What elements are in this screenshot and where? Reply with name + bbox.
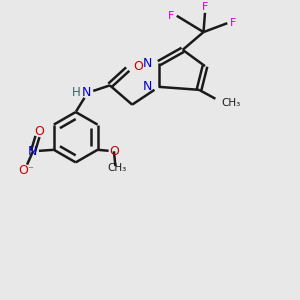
Text: O: O	[19, 164, 28, 177]
Text: F: F	[168, 11, 175, 21]
Text: O: O	[134, 60, 143, 73]
Text: CH₃: CH₃	[221, 98, 241, 108]
Text: O: O	[109, 145, 119, 158]
Text: N: N	[28, 145, 38, 158]
Text: F: F	[202, 2, 208, 13]
Text: N: N	[143, 57, 152, 70]
Text: H: H	[72, 86, 81, 99]
Text: CH₃: CH₃	[107, 163, 127, 172]
Text: O: O	[34, 124, 44, 138]
Text: N: N	[143, 80, 152, 93]
Text: N: N	[81, 86, 91, 99]
Text: F: F	[230, 18, 236, 28]
Text: ⁻: ⁻	[28, 166, 34, 176]
